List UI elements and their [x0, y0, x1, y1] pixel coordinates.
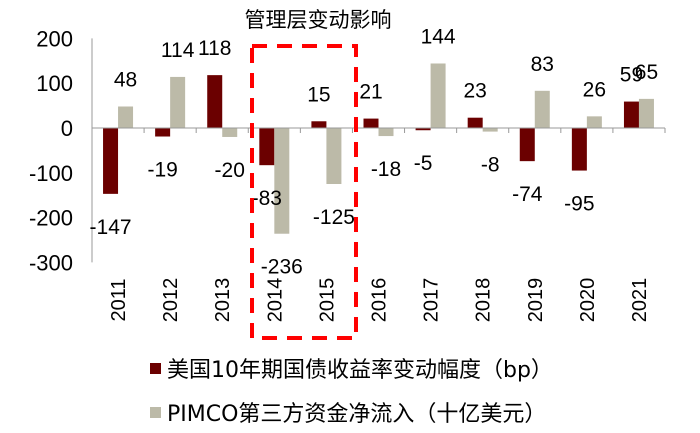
- bar-inflow-2016: [378, 128, 394, 137]
- bar-yield-2019: [519, 128, 535, 162]
- value-label: -18: [371, 158, 401, 181]
- bar-inflow-2017: [430, 63, 446, 128]
- value-label: 26: [583, 78, 606, 101]
- value-label: -20: [215, 159, 245, 182]
- legend-label: 美国10年期国债收益率变动幅度（bp）: [167, 358, 553, 383]
- bar-inflow-2013: [222, 128, 238, 137]
- x-tick-label-2020: 2020: [577, 278, 599, 323]
- value-label: -74: [512, 183, 543, 206]
- value-label: 118: [198, 37, 231, 60]
- value-label: -125: [313, 206, 355, 229]
- value-label: -147: [90, 216, 132, 239]
- y-tick-label: -100: [29, 161, 73, 186]
- legend-item-pimco-net-inflow: PIMCO第三方资金净流入（十亿美元）: [150, 396, 546, 428]
- value-label: 59: [620, 64, 643, 87]
- value-label: -5: [414, 152, 433, 175]
- value-labels: -147 -19 118 -83 15 21 -5 23 -74 -95 59 48 114 -20 -23…: [90, 25, 659, 278]
- y-tick-label: 200: [36, 26, 73, 51]
- bar-inflow-2012: [170, 76, 186, 128]
- value-label: 23: [464, 80, 487, 103]
- x-tick-label-2019: 2019: [525, 278, 547, 323]
- x-tick-label-2011: 2011: [108, 278, 130, 321]
- value-label: -19: [147, 159, 177, 182]
- x-tick-label-2012: 2012: [160, 278, 182, 323]
- value-label: 114: [161, 39, 195, 62]
- bar-yield-2017: [415, 128, 431, 131]
- bar-inflow-2021: [638, 98, 654, 128]
- y-tick-label: 100: [36, 71, 73, 96]
- bar-yield-2018: [467, 117, 483, 128]
- bar-yield-2012: [155, 128, 171, 137]
- bar-inflow-2011: [118, 106, 134, 128]
- x-axis: 2011 2012 2013 2014 2015 2016 2017 2018 2019 2020…: [91, 127, 666, 323]
- bar-inflow-2020: [586, 116, 602, 128]
- bars: [103, 63, 654, 234]
- x-tick-label-2014: 2014: [264, 278, 286, 323]
- x-tick-label-2016: 2016: [369, 278, 391, 323]
- legend-label: PIMCO第三方资金净流入（十亿美元）: [167, 402, 547, 427]
- bar-yield-2020: [571, 128, 587, 171]
- y-tick-label: -200: [29, 206, 73, 231]
- bar-yield-2015: [311, 121, 327, 128]
- value-label: 144: [421, 25, 456, 48]
- bar-yield-2013: [207, 75, 223, 128]
- highlight-box-2014-2015: [250, 44, 358, 340]
- bar-yield-2011: [103, 128, 119, 194]
- value-label: 15: [307, 83, 330, 106]
- y-tick-label: 0: [61, 116, 73, 141]
- x-tick-label-2021: 2021: [629, 278, 651, 323]
- value-label: 21: [359, 81, 382, 104]
- bar-inflow-2015: [326, 128, 342, 184]
- bar-yield-2021: [623, 101, 639, 128]
- bar-yield-2014: [259, 128, 275, 166]
- value-label: -83: [252, 187, 282, 210]
- bar-inflow-2019: [534, 90, 550, 128]
- x-tick-label-2018: 2018: [473, 278, 495, 323]
- value-label: 48: [114, 68, 137, 91]
- value-label: -236: [261, 256, 303, 279]
- chart-title: 管理层变动影响: [245, 8, 392, 32]
- bar-inflow-2014: [274, 128, 290, 234]
- x-tick-label-2017: 2017: [421, 278, 443, 323]
- legend-swatch-gray: [150, 406, 161, 418]
- value-label: 83: [531, 53, 554, 76]
- value-label: 65: [635, 61, 658, 84]
- x-tick-label-2013: 2013: [212, 278, 234, 323]
- y-axis: 200 100 0 -100 -200 -300: [29, 26, 93, 275]
- bar-yield-2016: [363, 118, 379, 128]
- value-label: -95: [564, 193, 594, 216]
- x-tick-label-2015: 2015: [316, 278, 338, 323]
- y-tick-label: -300: [29, 250, 73, 275]
- value-label: -8: [481, 154, 500, 177]
- legend-swatch-dark-red: [150, 362, 161, 374]
- legend-item-us-treasury-yield: 美国10年期国债收益率变动幅度（bp）: [150, 352, 553, 384]
- bar-inflow-2018: [482, 128, 498, 132]
